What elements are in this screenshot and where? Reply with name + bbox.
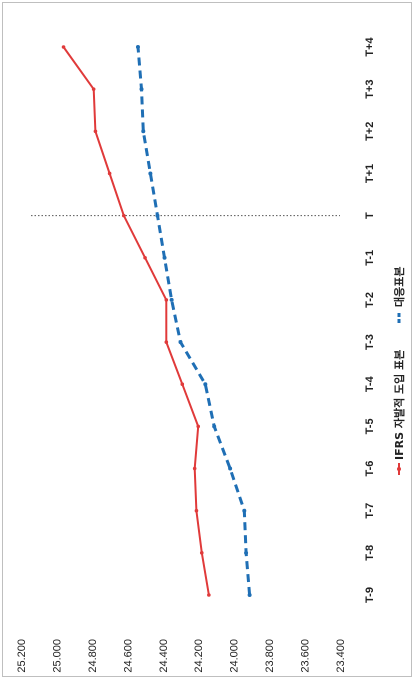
category-label: T+1 <box>364 164 376 183</box>
data-point <box>194 508 199 513</box>
data-point <box>192 466 197 471</box>
value-tick-label: 24.000 <box>229 639 241 673</box>
category-label: T-4 <box>364 375 376 392</box>
data-point <box>91 87 96 91</box>
value-tick-label: 24.800 <box>87 639 99 673</box>
value-tick-label: 25.200 <box>16 639 28 673</box>
data-point <box>180 382 185 387</box>
data-point <box>199 551 204 555</box>
data-point <box>212 424 217 429</box>
value-tick-label: 23.800 <box>264 639 276 673</box>
data-point <box>178 340 183 345</box>
category-label: T+3 <box>364 80 376 99</box>
series-line-ifrs <box>62 46 210 596</box>
data-point <box>148 171 153 176</box>
data-point <box>141 129 146 134</box>
value-axis-ticks: 23.400 23.600 23.800 24.000 24.200 24.400 24.6… <box>16 639 347 673</box>
data-point <box>228 466 233 471</box>
data-point <box>207 593 211 597</box>
data-point <box>139 87 144 92</box>
data-point <box>164 298 169 302</box>
data-point <box>143 255 147 260</box>
legend: IFRS 자발적 도입 표본 대응표본 <box>392 267 406 475</box>
series-line-matched <box>136 46 252 596</box>
data-point <box>155 213 160 218</box>
value-tick-label: 24.600 <box>122 639 134 673</box>
value-tick-label: 24.400 <box>158 639 170 673</box>
category-label: T-8 <box>364 545 376 561</box>
series-lines <box>61 45 252 597</box>
rotated-line-chart: 23.400 23.600 23.800 24.000 24.200 24.400 24.6… <box>16 36 406 673</box>
category-label: T-7 <box>364 503 376 519</box>
category-label: T-1 <box>364 250 376 266</box>
legend-label-ifrs: IFRS 자발적 도입 표본 <box>392 350 406 460</box>
data-point <box>121 213 126 218</box>
data-point <box>247 593 252 597</box>
category-label: T-9 <box>364 587 376 603</box>
data-point <box>203 382 208 387</box>
category-label: T-2 <box>364 292 376 308</box>
category-label: T+2 <box>364 122 376 141</box>
category-label: T-6 <box>364 461 376 477</box>
data-point <box>162 255 167 260</box>
data-point <box>164 340 169 344</box>
category-axis-labels: T-9 T-8 T-7 T-6 T-5 T-4 T-3 T-2 T-1 T T+1 T+2 T+3 T+4 <box>364 36 376 602</box>
data-point <box>135 45 140 49</box>
data-point <box>93 129 98 134</box>
data-point <box>107 171 112 176</box>
category-label: T-3 <box>364 334 376 350</box>
value-tick-label: 23.400 <box>335 639 347 673</box>
category-label: T+4 <box>364 36 376 56</box>
data-point <box>169 297 174 302</box>
value-tick-label: 25.000 <box>51 639 63 673</box>
data-point <box>242 508 247 513</box>
category-label: T <box>364 212 376 219</box>
chart-frame: 23.400 23.600 23.800 24.000 24.200 24.400 24.6… <box>2 2 412 677</box>
value-tick-label: 24.200 <box>193 639 205 673</box>
legend-marker-ifrs <box>397 467 401 471</box>
data-point <box>61 45 66 49</box>
legend-label-matched: 대응표본 <box>392 267 406 307</box>
category-label: T-5 <box>364 418 376 434</box>
data-point <box>244 550 249 555</box>
data-point <box>196 424 201 429</box>
value-tick-label: 23.600 <box>300 639 312 673</box>
